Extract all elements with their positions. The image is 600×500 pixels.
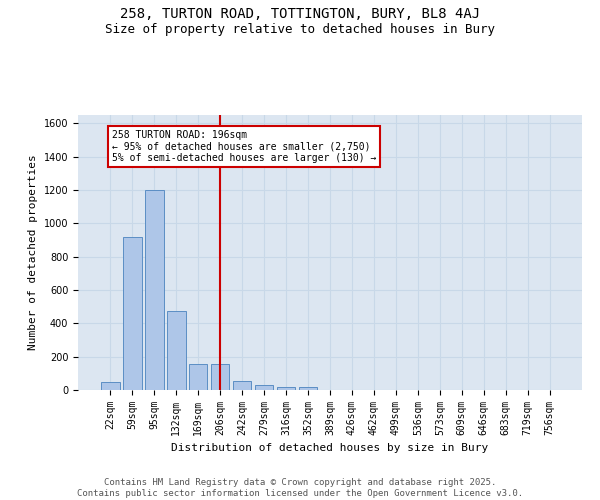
Bar bbox=[123, 236, 142, 390]
Text: 258, TURTON ROAD, TOTTINGTON, BURY, BL8 4AJ: 258, TURTON ROAD, TOTTINGTON, BURY, BL8 … bbox=[120, 8, 480, 22]
Text: Contains HM Land Registry data © Crown copyright and database right 2025.
Contai: Contains HM Land Registry data © Crown c… bbox=[77, 478, 523, 498]
Bar bbox=[233, 381, 251, 390]
Bar bbox=[167, 311, 185, 390]
Y-axis label: Number of detached properties: Number of detached properties bbox=[28, 154, 38, 350]
Bar bbox=[189, 364, 208, 390]
Bar bbox=[277, 386, 295, 390]
Bar bbox=[211, 364, 229, 390]
Bar bbox=[101, 382, 119, 390]
Bar bbox=[145, 190, 164, 390]
Text: Size of property relative to detached houses in Bury: Size of property relative to detached ho… bbox=[105, 22, 495, 36]
Bar bbox=[299, 386, 317, 390]
Bar bbox=[255, 385, 274, 390]
X-axis label: Distribution of detached houses by size in Bury: Distribution of detached houses by size … bbox=[172, 444, 488, 454]
Text: 258 TURTON ROAD: 196sqm
← 95% of detached houses are smaller (2,750)
5% of semi-: 258 TURTON ROAD: 196sqm ← 95% of detache… bbox=[112, 130, 376, 163]
